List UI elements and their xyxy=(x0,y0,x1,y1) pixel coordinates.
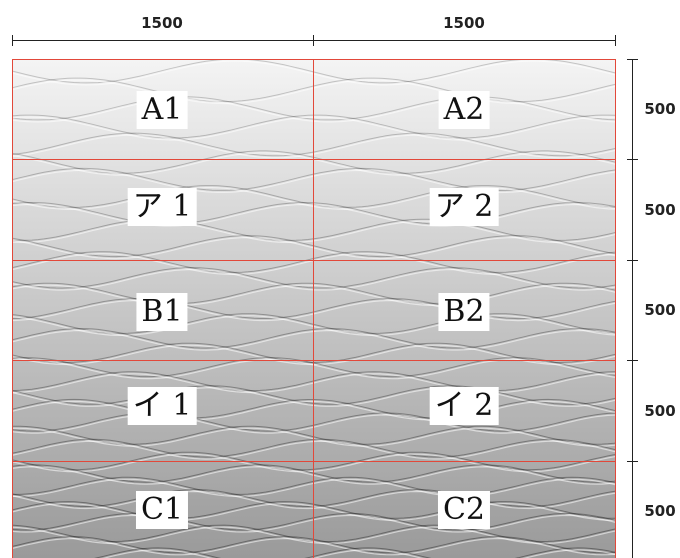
wave-highlight xyxy=(12,414,616,434)
grid-line-row-1 xyxy=(12,159,616,160)
wave-highlight xyxy=(12,440,616,460)
grid-border-right xyxy=(615,59,616,558)
wave-line xyxy=(12,536,616,554)
wave-line xyxy=(94,547,616,558)
top-dimension-tick-left xyxy=(12,35,13,46)
grid-border-left xyxy=(12,59,13,558)
wave-line xyxy=(12,451,616,471)
wave-line xyxy=(12,132,616,157)
panel-label-b1: B1 xyxy=(136,293,188,331)
wave-highlight xyxy=(12,268,616,291)
wave-line xyxy=(12,298,616,320)
grid-border-top xyxy=(12,59,616,60)
wave-highlight xyxy=(12,478,616,497)
panel-label-i-kana-1: イ 1 xyxy=(127,387,197,425)
grid-line-row-3 xyxy=(12,360,616,361)
wave-highlight xyxy=(12,315,616,337)
wave-line xyxy=(12,438,616,458)
right-dimension-label-3: 500 xyxy=(644,301,676,319)
wave-line xyxy=(12,476,616,495)
wave-line xyxy=(12,167,616,192)
wave-line xyxy=(12,267,616,289)
wave-highlight xyxy=(12,502,616,521)
panel-label-a2: A2 xyxy=(438,91,490,129)
wave-highlight xyxy=(12,344,616,366)
panel-label-c1: C1 xyxy=(135,491,189,529)
grid-line-vertical xyxy=(313,59,314,558)
grid-line-row-4 xyxy=(12,461,616,462)
wave-line xyxy=(12,235,616,258)
wave-line xyxy=(12,412,616,432)
wave-line xyxy=(12,282,616,304)
wave-line xyxy=(12,201,616,225)
wave-line xyxy=(12,512,616,531)
wave-line xyxy=(12,96,616,121)
wave-panel-grid: A1 A2 ア 1 ア 2 B1 B2 イ 1 イ 2 C1 C2 xyxy=(12,59,616,558)
top-dimension-line xyxy=(12,40,616,41)
panel-label-b2: B2 xyxy=(438,293,490,331)
wave-highlight xyxy=(12,220,616,244)
grid-line-row-2 xyxy=(12,260,616,261)
wave-line xyxy=(12,385,616,405)
right-dimension-label-5: 500 xyxy=(644,502,676,520)
panel-label-a1: A1 xyxy=(136,91,188,129)
panel-label-i-kana-2: イ 2 xyxy=(429,387,499,425)
wave-highlight xyxy=(12,300,616,322)
right-dimension-tick-4 xyxy=(627,461,638,462)
top-dimension-tick-middle xyxy=(313,35,314,46)
wave-highlight xyxy=(12,526,616,545)
wave-line xyxy=(12,357,616,378)
wave-highlight xyxy=(12,203,616,227)
wave-highlight xyxy=(12,236,616,260)
wave-highlight xyxy=(12,187,616,211)
wave-highlight xyxy=(12,253,616,275)
wave-highlight xyxy=(12,537,616,556)
wave-line xyxy=(12,371,616,392)
top-dimension-label-1: 1500 xyxy=(141,14,183,32)
wave-highlight xyxy=(12,373,616,394)
panel-label-a-kana-2: ア 2 xyxy=(429,188,499,226)
wave-highlight xyxy=(12,490,616,510)
wave-line xyxy=(12,251,616,273)
wave-highlight xyxy=(12,330,616,351)
wave-texture xyxy=(12,59,616,558)
wave-highlight xyxy=(12,427,616,447)
wave-highlight xyxy=(12,514,616,533)
right-dimension-label-4: 500 xyxy=(644,402,676,420)
wave-line xyxy=(12,218,616,241)
wave-highlight xyxy=(12,98,616,123)
wave-line xyxy=(12,114,616,139)
right-dimension-label-2: 500 xyxy=(644,201,676,219)
wave-line xyxy=(12,398,616,419)
wave-line xyxy=(12,342,616,364)
panel-label-a-kana-1: ア 1 xyxy=(127,188,197,226)
wave-highlight xyxy=(12,466,616,485)
right-dimension-tick-0 xyxy=(627,59,638,60)
wave-highlight xyxy=(12,284,616,307)
right-dimension-label-1: 500 xyxy=(644,100,676,118)
wave-highlight xyxy=(12,387,616,407)
wave-line xyxy=(12,501,616,519)
panel-label-c2: C2 xyxy=(437,491,491,529)
wave-line xyxy=(12,328,616,349)
wave-line xyxy=(12,77,616,103)
wave-line xyxy=(12,464,616,483)
right-dimension-line xyxy=(632,59,633,558)
wave-highlight xyxy=(12,400,616,421)
wave-highlight xyxy=(12,60,616,86)
right-dimension-tick-3 xyxy=(627,360,638,361)
right-dimension-tick-1 xyxy=(627,159,638,160)
top-dimension-tick-right xyxy=(615,35,616,46)
top-dimension-label-2: 1500 xyxy=(443,14,485,32)
wave-highlight xyxy=(12,358,616,380)
wave-highlight xyxy=(12,116,616,141)
right-dimension-tick-2 xyxy=(627,260,638,261)
